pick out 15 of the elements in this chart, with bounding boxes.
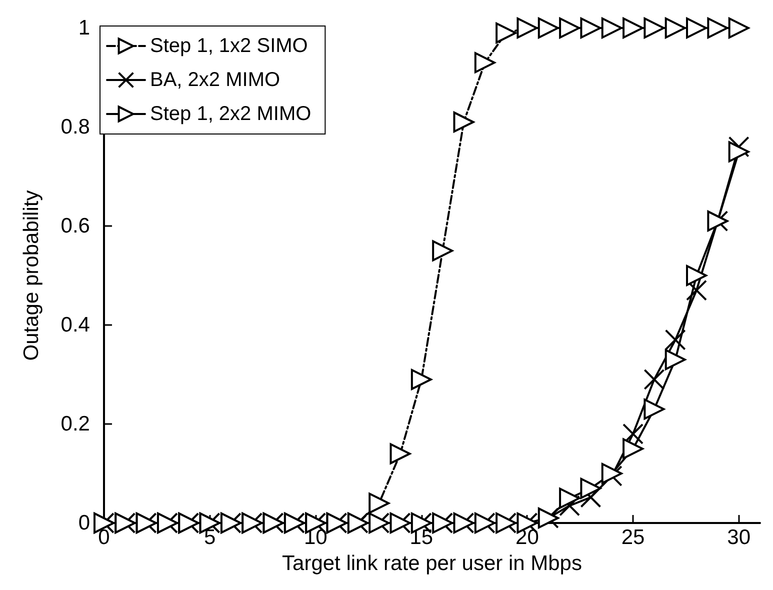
y-tick-label: 0.2 <box>60 412 90 436</box>
y-axis-title: Outage probability <box>20 190 43 361</box>
legend-label: Step 1, 1x2 SIMO <box>150 35 308 57</box>
legend-label: Step 1, 2x2 MIMO <box>150 103 312 125</box>
x-tick-label: 5 <box>204 526 216 549</box>
legend-label: BA, 2x2 MIMO <box>150 69 280 91</box>
y-tick-label: 0.6 <box>60 214 90 238</box>
x-tick-label: 30 <box>727 526 751 549</box>
y-tick-label: 0.4 <box>60 314 90 336</box>
y-tick-label: 0 <box>78 512 90 534</box>
y-tick-label: 0.8 <box>60 116 90 138</box>
x-axis-title: Target link rate per user in Mbps <box>282 552 582 575</box>
x-tick-label: 25 <box>621 526 645 549</box>
y-tick-label: 1 <box>78 16 90 40</box>
x-tick-label: 0 <box>98 526 110 549</box>
